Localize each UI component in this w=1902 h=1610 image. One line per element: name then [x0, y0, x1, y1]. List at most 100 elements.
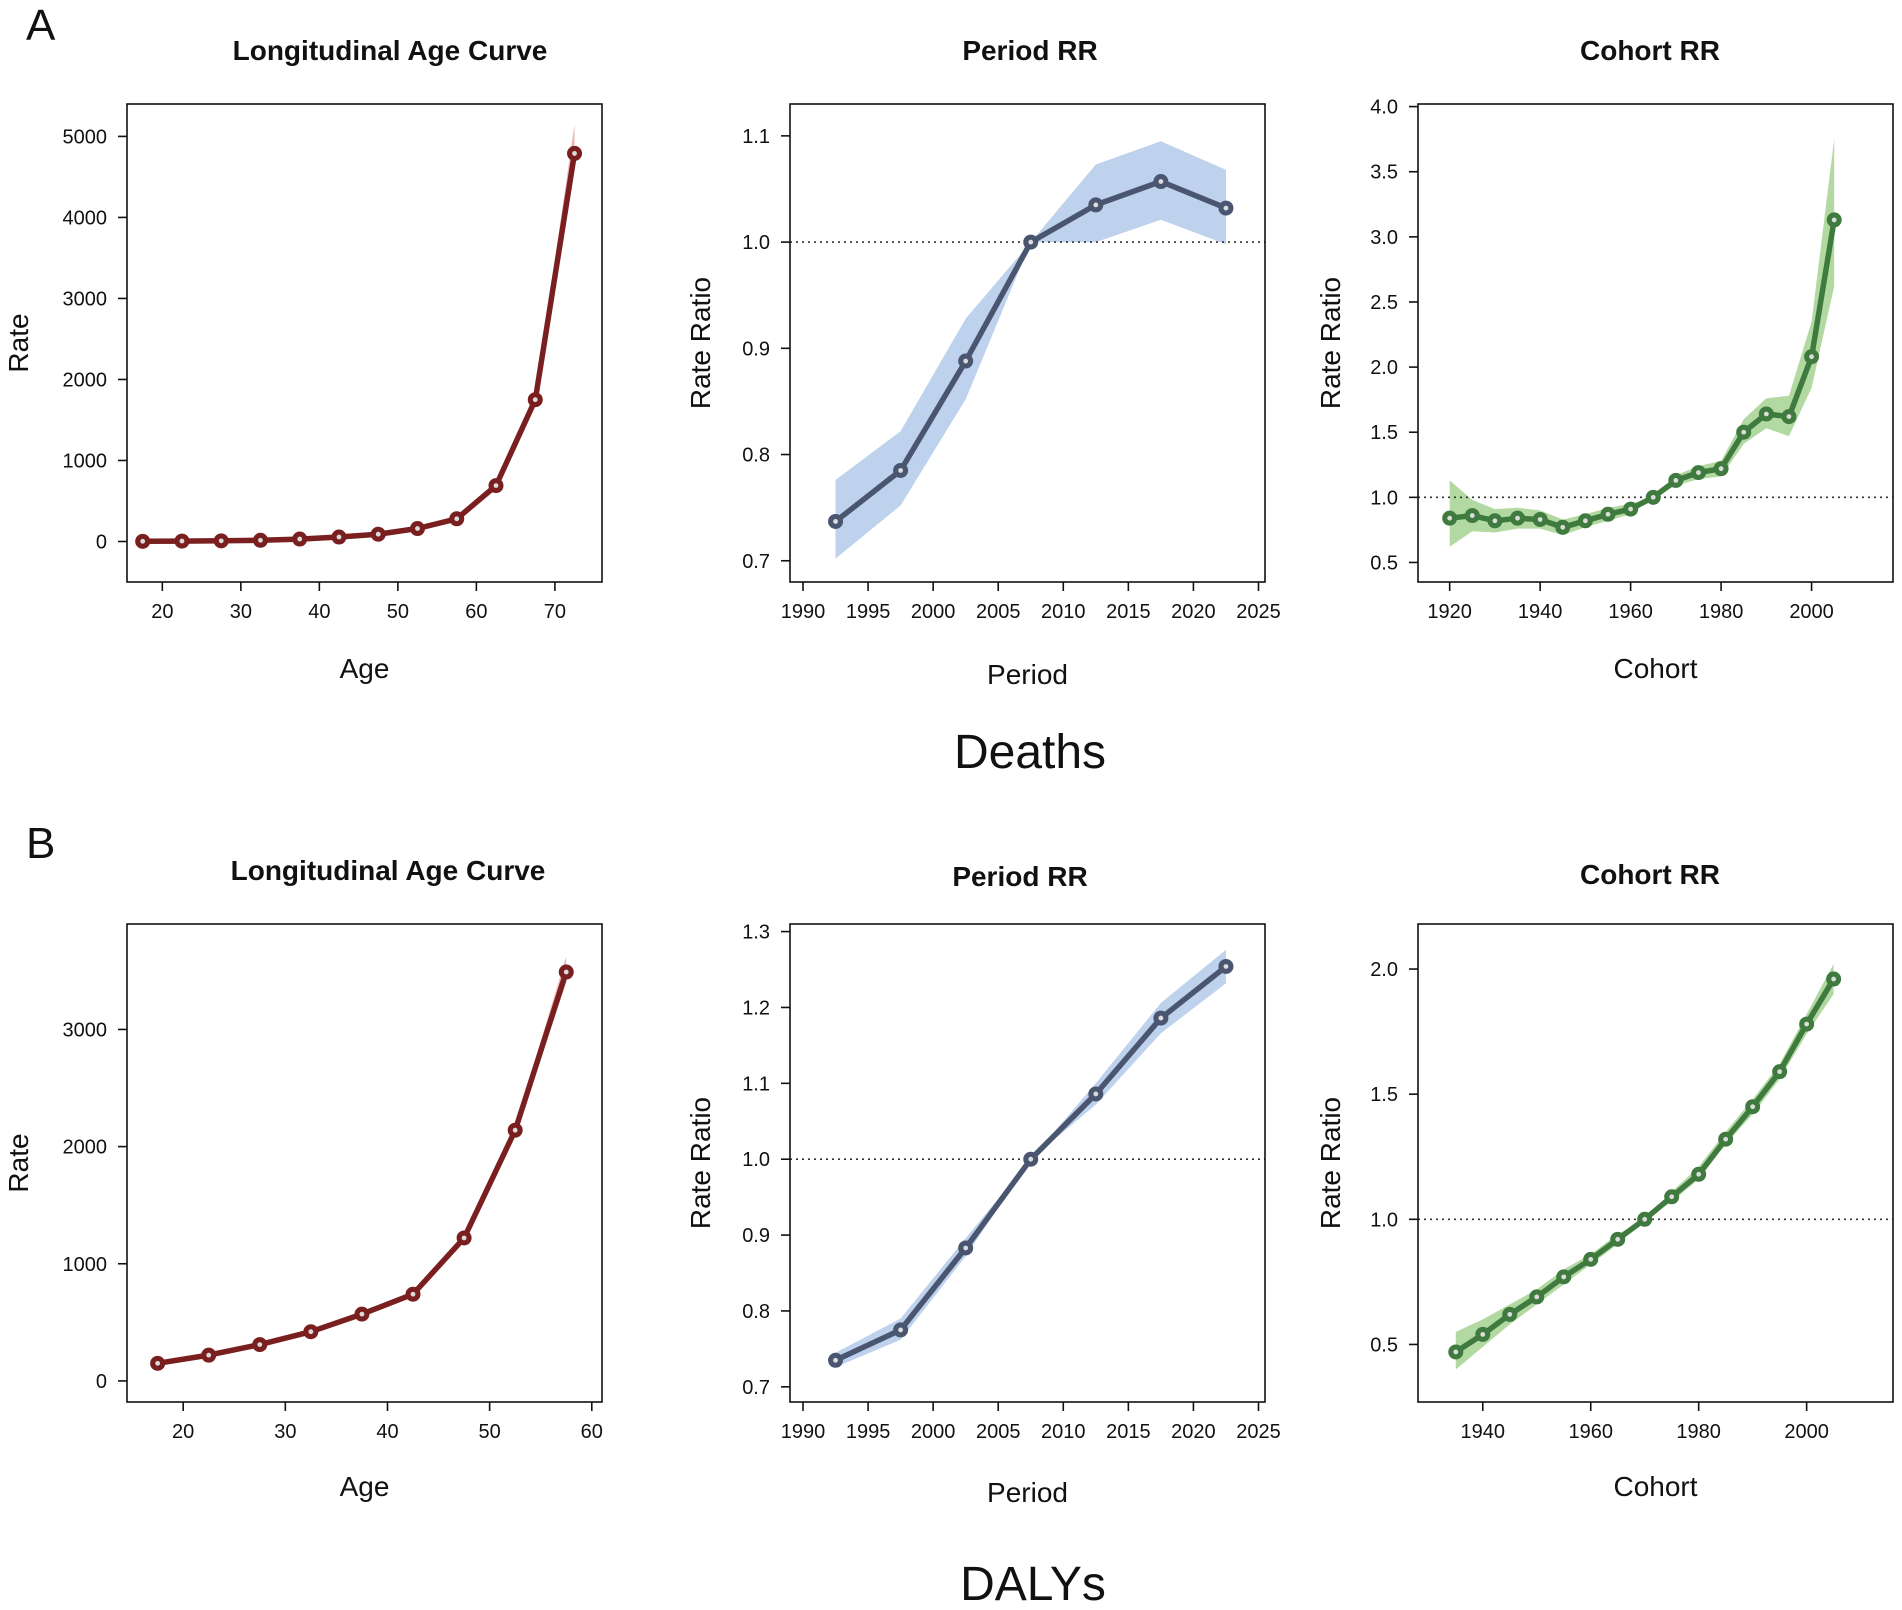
data-point-center	[218, 538, 224, 544]
x-axis-label: Period	[987, 1477, 1068, 1508]
series-line	[1453, 976, 1837, 1355]
x-tick-label: 20	[151, 601, 173, 623]
data-point-center	[1750, 1104, 1756, 1110]
x-tick-label: 2020	[1171, 1421, 1216, 1443]
chart-title: Cohort RR	[1580, 35, 1720, 66]
data-point-center	[1515, 515, 1520, 521]
confidence-band	[142, 124, 575, 542]
x-tick-label: 1960	[1608, 601, 1653, 623]
data-point-center	[206, 1352, 212, 1358]
y-tick-label: 0.5	[1370, 1334, 1398, 1356]
y-axis-label: Rate	[3, 313, 34, 372]
data-point-center	[512, 1127, 518, 1133]
x-axis-label: Cohort	[1613, 1471, 1697, 1502]
y-tick-label: 1000	[63, 450, 108, 472]
chart-dalys-period-rr: Period RR 1990 1995 2000 2005 2010 2015 2020 202…	[685, 861, 1281, 1508]
data-point-center	[1588, 1256, 1594, 1262]
x-tick-label: 1920	[1427, 601, 1472, 623]
series-line	[1446, 217, 1837, 531]
x-tick-label: 2010	[1041, 1421, 1086, 1443]
x-tick-label: 50	[479, 1421, 501, 1443]
x-tick-label: 1940	[1518, 601, 1563, 623]
chart-title: Period RR	[962, 35, 1097, 66]
x-tick-label: 2015	[1106, 601, 1151, 623]
chart-title: Cohort RR	[1580, 859, 1720, 890]
data-point-center	[1718, 466, 1724, 472]
data-point-center	[308, 1329, 314, 1335]
x-tick-label: 2015	[1106, 1421, 1151, 1443]
data-point-center	[1615, 1236, 1621, 1242]
y-tick-label: 4000	[63, 207, 108, 229]
data-point-center	[1447, 515, 1453, 521]
x-tick-label: 1990	[781, 601, 826, 623]
group-label-deaths: Deaths	[954, 726, 1106, 779]
y-tick-label: 1.0	[1370, 1209, 1398, 1231]
y-tick-label: 1.3	[742, 922, 770, 944]
plot-frame	[126, 103, 603, 583]
data-point-center	[179, 538, 185, 544]
data-point-center	[297, 536, 303, 542]
x-tick-label: 1990	[781, 1421, 826, 1443]
x-tick-label: 1995	[846, 1421, 891, 1443]
y-tick-label: 1.0	[742, 232, 770, 254]
data-point-center	[963, 1245, 969, 1251]
data-point-center	[1831, 217, 1837, 223]
y-tick-label: 3.0	[1370, 227, 1398, 249]
data-point-center	[359, 1311, 365, 1317]
plot-frame	[789, 923, 1266, 1403]
chart-deaths-age-curve: Longitudinal Age Curve 20 30 40 50 60 70 0 1000 2…	[3, 35, 603, 684]
data-point-center	[1786, 414, 1792, 419]
panel-letter-b: B	[26, 819, 55, 868]
chart-dalys-age-curve: Longitudinal Age Curve 20 30 40 50 60 0 1000 200…	[3, 855, 603, 1502]
data-point-center	[898, 468, 904, 473]
x-tick-label: 70	[544, 601, 566, 623]
confidence-band	[157, 956, 567, 1365]
x-tick-label: 1980	[1699, 601, 1744, 623]
y-tick-label: 1.5	[1370, 1084, 1398, 1106]
plot-frame	[126, 923, 603, 1403]
plot-frame	[789, 103, 1266, 583]
y-tick-label: 2000	[63, 369, 108, 391]
y-tick-label: 2.0	[1370, 959, 1398, 981]
data-point-center	[1605, 511, 1611, 517]
data-point-center	[1093, 1091, 1099, 1097]
data-point-center	[415, 526, 420, 531]
data-point-center	[1560, 524, 1566, 530]
data-point-center	[1453, 1349, 1459, 1355]
data-point-center	[454, 516, 460, 522]
x-tick-label: 50	[387, 601, 409, 623]
x-tick-label: 2010	[1041, 601, 1086, 623]
data-point-center	[532, 397, 538, 403]
data-point-center	[963, 358, 969, 364]
x-tick-label: 2000	[1784, 1421, 1829, 1443]
x-tick-label: 40	[376, 1421, 398, 1443]
data-point-center	[1642, 1216, 1648, 1222]
chart-title: Longitudinal Age Curve	[231, 855, 546, 886]
y-tick-label: 1.2	[742, 997, 770, 1019]
data-point-center	[1628, 506, 1634, 512]
data-point-center	[1158, 179, 1164, 184]
y-tick-label: 0.7	[742, 551, 770, 573]
y-tick-label: 1.5	[1370, 422, 1398, 444]
series-line	[139, 150, 578, 545]
y-tick-label: 0.5	[1370, 552, 1398, 574]
data-point-center	[1763, 411, 1769, 417]
data-point-center	[833, 519, 838, 524]
confidence-band	[1449, 139, 1835, 547]
data-point-center	[1492, 518, 1498, 524]
x-axis-label: Age	[340, 1471, 390, 1502]
x-tick-label: 2025	[1236, 601, 1281, 623]
y-axis-label: Rate	[3, 1133, 34, 1192]
data-point-center	[375, 531, 381, 537]
y-tick-label: 0.8	[742, 445, 770, 467]
y-tick-label: 0.9	[742, 1225, 770, 1247]
data-point-center	[257, 1342, 263, 1347]
chart-title: Period RR	[952, 861, 1087, 892]
data-point-center	[1696, 470, 1701, 475]
y-axis-label: Rate Ratio	[1315, 277, 1346, 409]
chart-dalys-cohort-rr: Cohort RR 1940 1960 1980 2000 0.5 1.0 1.5 2.0 Coh…	[1315, 859, 1894, 1502]
x-axis-label: Cohort	[1613, 653, 1697, 684]
x-tick-label: 60	[581, 1421, 603, 1443]
chart-deaths-period-rr: Period RR 1990 1995 2000 2005 2010 2015 2020 202…	[685, 35, 1281, 690]
y-tick-label: 1.1	[742, 126, 770, 148]
